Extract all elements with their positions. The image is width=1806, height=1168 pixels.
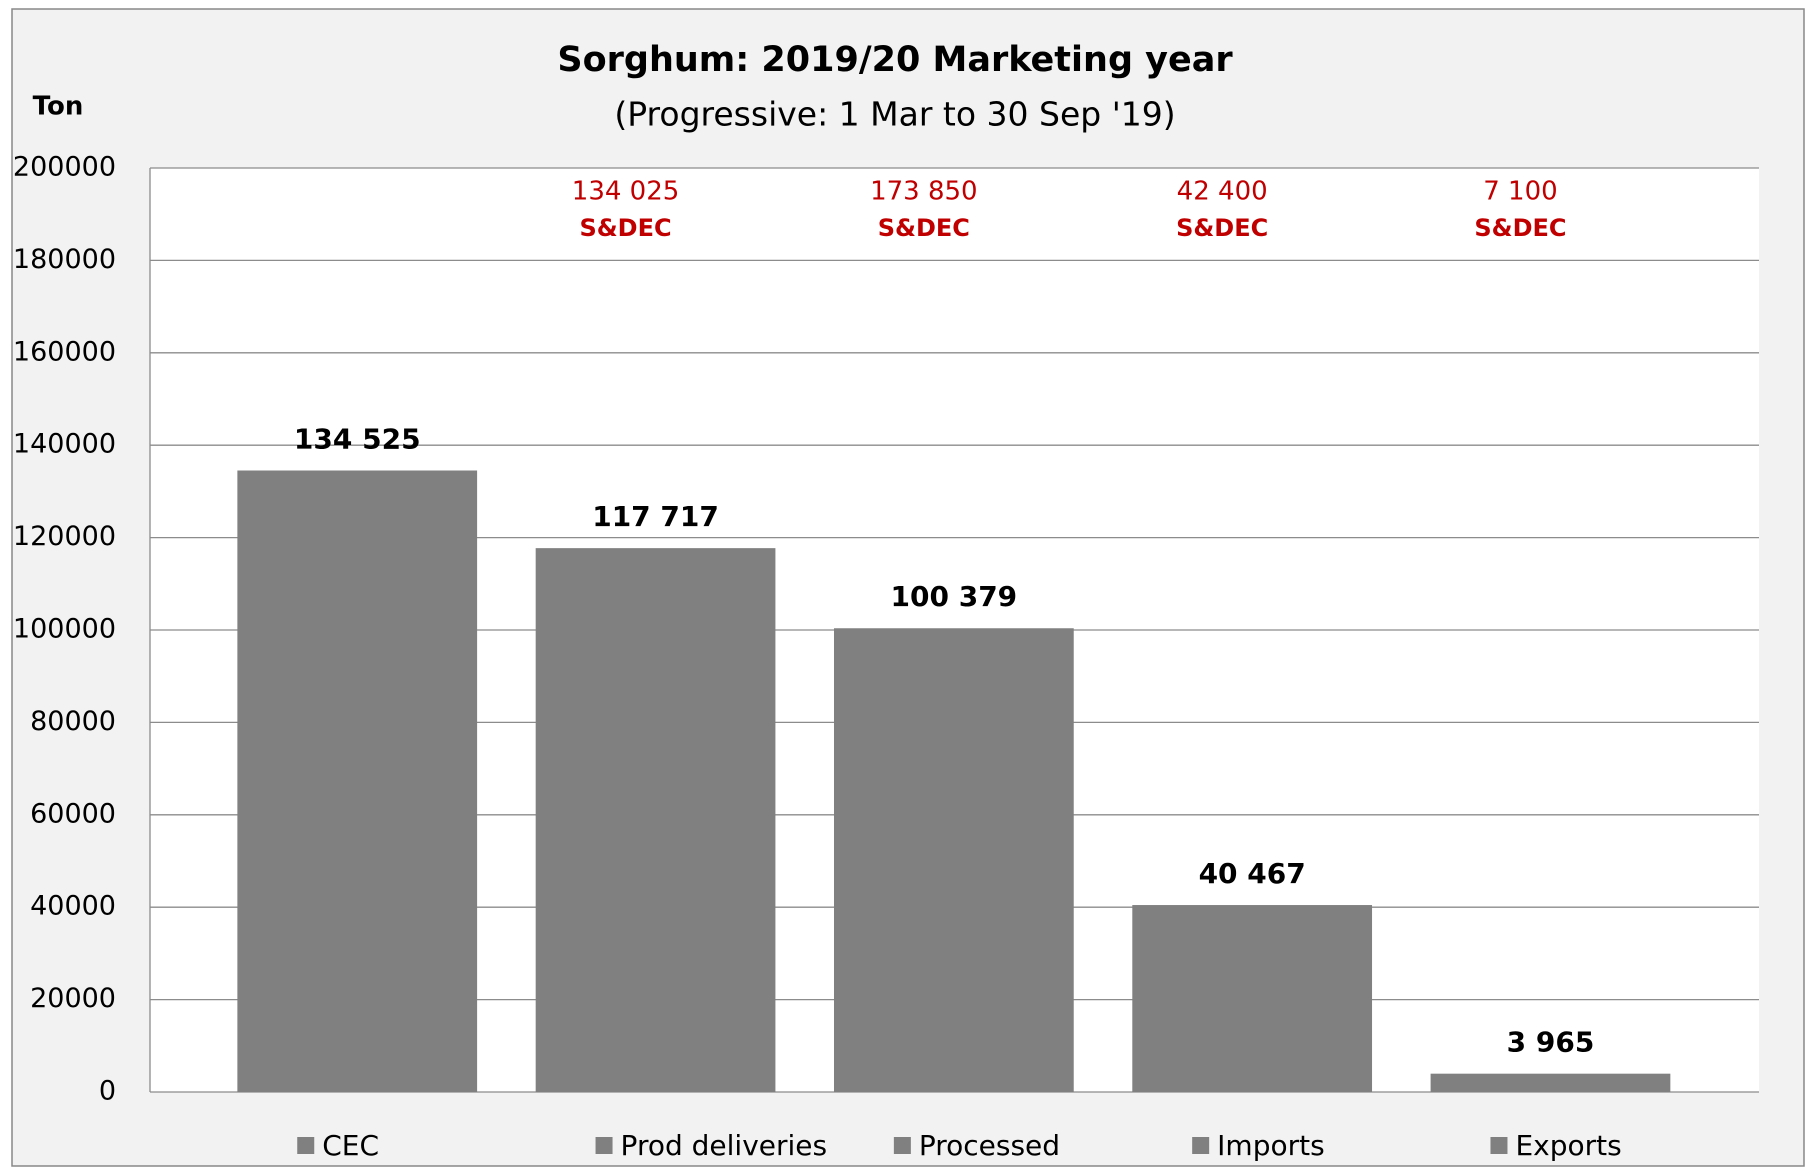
annotation-value: 173 850 xyxy=(870,177,978,207)
value-label: 40 467 xyxy=(1199,857,1306,890)
annotation-source: S&DEC xyxy=(1176,214,1268,242)
legend-label: CEC xyxy=(322,1129,379,1162)
y-tick-label: 20000 xyxy=(30,983,116,1014)
legend-marker xyxy=(297,1137,315,1154)
value-label: 100 379 xyxy=(891,580,1018,613)
legend-label: Imports xyxy=(1217,1129,1325,1162)
legend-marker xyxy=(1192,1137,1210,1154)
legend-label: Processed xyxy=(919,1129,1060,1162)
bar xyxy=(535,548,776,1092)
value-label: 3 965 xyxy=(1507,1026,1595,1059)
y-tick-label: 60000 xyxy=(30,798,116,829)
bar xyxy=(1132,905,1373,1092)
y-tick-label: 40000 xyxy=(30,891,116,922)
y-tick-label: 80000 xyxy=(30,706,116,737)
chart-title: Sorghum: 2019/20 Marketing year xyxy=(557,40,1233,80)
legend-marker xyxy=(893,1137,911,1154)
y-tick-label: 160000 xyxy=(13,336,116,367)
y-tick-label: 100000 xyxy=(13,614,116,645)
annotation-source: S&DEC xyxy=(579,214,671,242)
legend-label: Exports xyxy=(1515,1129,1621,1162)
y-tick-label: 0 xyxy=(99,1076,116,1107)
annotation-source: S&DEC xyxy=(878,214,970,242)
bar xyxy=(833,628,1074,1092)
annotation-value: 7 100 xyxy=(1483,177,1557,207)
annotation-value: 134 025 xyxy=(572,177,680,207)
value-label: 117 717 xyxy=(592,500,719,533)
bar xyxy=(1430,1073,1671,1092)
annotation-value: 42 400 xyxy=(1177,177,1268,207)
legend-marker xyxy=(1490,1137,1508,1154)
y-tick-label: 140000 xyxy=(13,429,116,460)
y-tick-label: 120000 xyxy=(13,521,116,552)
legend-label: Prod deliveries xyxy=(621,1129,828,1162)
y-tick-label: 200000 xyxy=(13,152,116,183)
y-axis-label: Ton xyxy=(33,92,84,122)
y-tick-label: 180000 xyxy=(13,244,116,275)
bar xyxy=(237,470,478,1092)
chart-subtitle: (Progressive: 1 Mar to 30 Sep '19) xyxy=(614,95,1175,134)
value-label: 134 525 xyxy=(294,422,421,455)
legend-marker xyxy=(595,1137,613,1154)
annotation-source: S&DEC xyxy=(1474,214,1566,242)
